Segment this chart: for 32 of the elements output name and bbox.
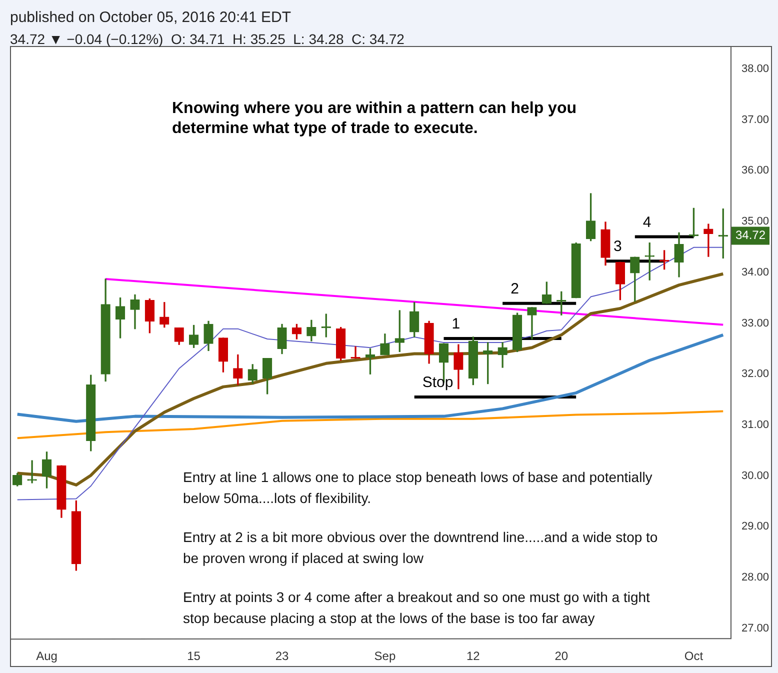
y-tick-label: 28.00 <box>741 572 770 584</box>
candlestick <box>527 307 537 340</box>
series-label: 1 <box>452 315 460 332</box>
x-tick-label: 12 <box>466 649 480 664</box>
annotation: Entry at line 1 allows one to place stop beneath lows of base and potentially below 50ma....lots of flexibility. <box>183 469 652 506</box>
x-tick-label: Aug <box>36 649 58 664</box>
y-tick-label: 38.00 <box>741 62 770 75</box>
x-tick-label: 23 <box>275 649 290 664</box>
series-label: 2 <box>510 280 519 298</box>
y-tick-label: 27.00 <box>741 622 770 634</box>
x-tick-label: Sep <box>374 649 396 664</box>
annotation: 34.72 <box>735 228 766 242</box>
chart-subtitle: 34.72 ▼ −0.04 (−0.12%) O: 34.71 H: 35.25 L: 34.28 C: 34.72 <box>10 31 405 47</box>
y-tick-label: 37.00 <box>741 114 770 126</box>
x-tick-label: 15 <box>187 649 201 664</box>
text: Knowing where you are within a pattern can help you determine what type of trade to execute. <box>172 100 576 137</box>
series-label: 4 <box>642 214 652 231</box>
y-tick-label: 29.00 <box>741 520 770 533</box>
series-label: 3 <box>613 238 622 256</box>
x-tick-label: 20 <box>554 649 568 664</box>
annotation: Entry at points 3 or 4 come after a breakout and so one must go with a tight stop because placing a stop at the lows of the base is too far away <box>183 589 650 626</box>
y-tick-label: 31.00 <box>741 418 770 431</box>
annotation: Entry at 2 is a bit more obvious over the downtrend line.....and a wide stop to be proven wrong if placed at swing low <box>183 529 658 566</box>
text: published on October 05, 2016 20:41 EDT <box>10 9 292 26</box>
y-tick-label: 36.00 <box>741 164 770 177</box>
y-tick-label: 33.00 <box>741 317 770 330</box>
series-label: Stop <box>422 374 454 391</box>
y-tick-label: 35.00 <box>741 216 770 228</box>
x-tick-label: Oct <box>684 649 704 664</box>
y-tick-label: 32.00 <box>741 368 770 380</box>
y-tick-label: 34.00 <box>741 266 770 278</box>
y-tick-label: 30.00 <box>741 470 770 482</box>
